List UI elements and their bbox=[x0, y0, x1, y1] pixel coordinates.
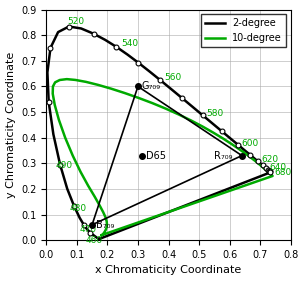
Text: D65: D65 bbox=[146, 151, 166, 161]
Legend: 2-degree, 10-degree: 2-degree, 10-degree bbox=[201, 14, 286, 47]
Text: 620: 620 bbox=[261, 155, 278, 164]
Text: 640: 640 bbox=[270, 163, 287, 172]
Text: 490: 490 bbox=[55, 161, 72, 170]
Text: 680: 680 bbox=[274, 168, 291, 177]
Y-axis label: y Chromaticity Coordinate: y Chromaticity Coordinate bbox=[5, 52, 16, 198]
X-axis label: x Chromaticity Coordinate: x Chromaticity Coordinate bbox=[95, 266, 242, 275]
Text: 540: 540 bbox=[121, 39, 138, 48]
Text: B₇₀₉: B₇₀₉ bbox=[96, 220, 114, 230]
Text: 560: 560 bbox=[164, 72, 181, 81]
Text: R₇₀₉: R₇₀₉ bbox=[214, 151, 233, 161]
Text: 520: 520 bbox=[67, 17, 85, 26]
Text: 480: 480 bbox=[69, 204, 86, 213]
Text: 580: 580 bbox=[207, 109, 224, 118]
Text: 600: 600 bbox=[242, 139, 259, 148]
Text: 470: 470 bbox=[79, 225, 96, 234]
Text: G₇₀₉: G₇₀₉ bbox=[142, 81, 161, 91]
Text: 460: 460 bbox=[85, 236, 102, 245]
